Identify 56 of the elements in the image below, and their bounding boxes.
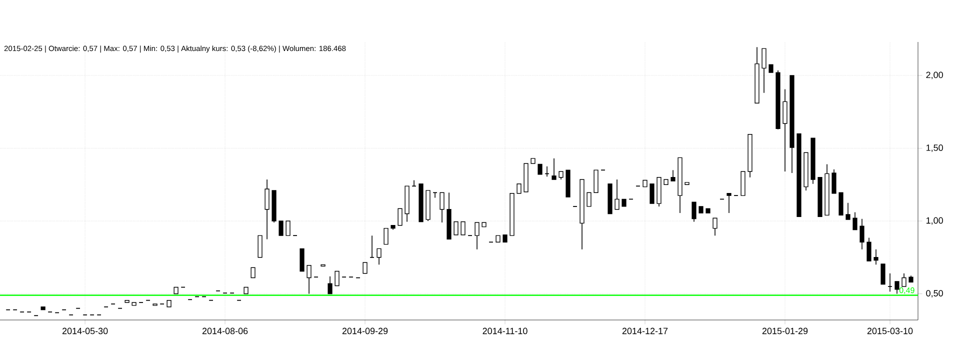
candlestick (614, 179, 620, 210)
candlestick (866, 237, 872, 262)
candlestick (860, 218, 864, 250)
candlestick (334, 270, 340, 286)
candlestick (880, 264, 886, 285)
candlestick (258, 235, 262, 258)
candlestick (538, 164, 542, 175)
candlestick (838, 192, 844, 216)
candlestick (516, 184, 522, 194)
candlestick (762, 48, 766, 94)
x-tick-label: 2014-08-06 (202, 328, 248, 334)
candlestick (264, 179, 270, 240)
x-tick-label: 2015-01-29 (762, 328, 808, 334)
candlestick (474, 222, 480, 250)
candlestick (832, 168, 836, 194)
candlestick (726, 192, 732, 214)
candlestick (432, 192, 438, 198)
candlestick (460, 221, 466, 236)
candlestick (852, 212, 858, 230)
candlestick (692, 202, 696, 222)
candlestick (398, 208, 402, 226)
candlestick (782, 88, 788, 172)
candlestick (888, 273, 892, 292)
x-tick-label: 2015-03-10 (867, 328, 913, 334)
candlestick (370, 235, 374, 258)
candlestick (362, 262, 368, 274)
candlestick (894, 281, 900, 294)
y-tick-label: 1,50 (926, 144, 943, 152)
candlestick (278, 220, 284, 236)
candlestick (874, 248, 878, 266)
candlestick (376, 248, 382, 266)
candlestick (306, 265, 312, 294)
candlestick (412, 180, 416, 187)
candlestick (440, 192, 444, 223)
candlestick (300, 248, 304, 272)
candlestick (846, 202, 850, 220)
y-tick-label: 0,50 (926, 290, 943, 298)
x-tick-label: 2014-05-30 (62, 328, 108, 334)
x-tick-label: 2014-11-10 (482, 328, 528, 334)
candlestick (586, 192, 592, 207)
candlestick (454, 221, 458, 236)
ref-line-label: 0,49 (899, 287, 914, 294)
candlestick (670, 170, 676, 182)
y-tick-label: 1,00 (926, 217, 943, 225)
candlestick (286, 220, 290, 236)
candlestick (328, 276, 332, 294)
x-tick-label: 2014-12-17 (622, 328, 668, 334)
candlestick (552, 158, 556, 180)
y-tick-label: 2,00 (926, 72, 943, 80)
candlestick (250, 267, 256, 278)
x-tick-label: 2014-09-29 (342, 328, 388, 334)
candlestick (712, 218, 718, 236)
candlestick (594, 170, 598, 193)
candlestick (650, 184, 654, 204)
candlestick (384, 228, 388, 245)
candlestick (902, 273, 906, 287)
